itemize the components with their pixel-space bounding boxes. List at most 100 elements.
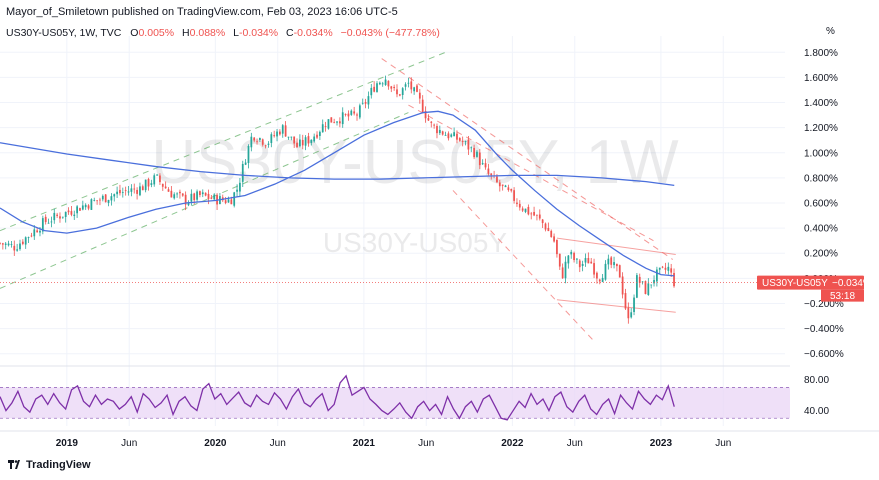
brand-label: TradingView bbox=[26, 459, 91, 471]
candle-body bbox=[1, 243, 4, 245]
candle-body bbox=[484, 163, 487, 168]
candle-body bbox=[301, 139, 304, 146]
candle-body bbox=[336, 121, 338, 123]
candle-body bbox=[516, 202, 518, 205]
candle-body bbox=[276, 131, 278, 137]
candle-body bbox=[384, 79, 387, 85]
candle-body bbox=[481, 163, 484, 165]
candle-body bbox=[467, 139, 470, 150]
candle-body bbox=[253, 137, 256, 141]
candle-body bbox=[373, 86, 376, 92]
candle-body bbox=[561, 267, 564, 279]
candle-body bbox=[387, 80, 390, 87]
watermark-sub: US30Y-US05Y bbox=[323, 227, 508, 258]
candle-body bbox=[124, 190, 127, 192]
candle-body bbox=[544, 223, 547, 230]
candle-body bbox=[653, 279, 655, 284]
time-tick-label: 2019 bbox=[56, 438, 79, 449]
candle-body bbox=[73, 214, 76, 217]
candle-body bbox=[193, 193, 196, 201]
candle-body bbox=[199, 191, 201, 196]
candle-body bbox=[418, 92, 421, 99]
candle-body bbox=[273, 135, 276, 137]
last-price-tag: US30Y-US05Y −0.034% 53:18 bbox=[757, 275, 872, 302]
candle-body bbox=[250, 136, 253, 148]
candle-body bbox=[458, 138, 461, 141]
candle-body bbox=[453, 132, 455, 137]
candle-body bbox=[578, 260, 581, 268]
candle-body bbox=[93, 199, 96, 201]
candle-body bbox=[524, 208, 527, 212]
candle-body bbox=[498, 182, 501, 187]
candle-body bbox=[604, 263, 607, 280]
candle-body bbox=[596, 272, 598, 279]
candle-body bbox=[364, 102, 367, 104]
upper-channel-bottom bbox=[0, 112, 409, 289]
candle-body bbox=[179, 191, 181, 194]
candle-body bbox=[550, 230, 553, 237]
candle-body bbox=[450, 134, 453, 137]
moving-average-lines bbox=[0, 110, 675, 277]
candle-body bbox=[293, 136, 296, 144]
candle-body bbox=[350, 110, 353, 115]
candle-body bbox=[321, 124, 324, 133]
candle-body bbox=[236, 189, 238, 192]
candle-body bbox=[247, 145, 250, 164]
candle-body bbox=[190, 193, 193, 202]
candle-body bbox=[584, 258, 587, 263]
candle-body bbox=[327, 119, 330, 129]
tradingview-brand[interactable]: TradingView bbox=[8, 459, 91, 471]
time-tick-label: 2020 bbox=[204, 438, 227, 449]
trendline-annotations[interactable] bbox=[0, 51, 676, 342]
candle-body bbox=[447, 133, 450, 139]
candle-body bbox=[139, 186, 141, 196]
candle-body bbox=[496, 176, 498, 183]
candle-body bbox=[401, 88, 404, 96]
ma-slow-line bbox=[0, 142, 675, 187]
candle-body bbox=[27, 237, 30, 238]
candle-body bbox=[407, 82, 410, 84]
price-tick-label: 1.800% bbox=[804, 48, 838, 59]
candle-body bbox=[181, 193, 184, 196]
rsi-band bbox=[0, 387, 790, 419]
rsi-tick-label: 80.00 bbox=[804, 375, 829, 386]
candle-body bbox=[641, 281, 644, 283]
candle-body bbox=[487, 168, 490, 174]
candle-body bbox=[19, 243, 21, 250]
symbol-legend[interactable]: US30Y-US05Y, 1W, TVC O0.005% H0.088% L-0… bbox=[6, 27, 445, 39]
low-label: L bbox=[233, 27, 239, 39]
candle-body bbox=[347, 113, 350, 117]
candle-body bbox=[101, 195, 104, 200]
candle-body bbox=[39, 230, 41, 233]
candle-body bbox=[633, 297, 635, 312]
candle-body bbox=[10, 244, 13, 245]
candle-body bbox=[541, 219, 544, 224]
candle-body bbox=[381, 83, 384, 85]
candle-body bbox=[647, 283, 650, 295]
open-value: 0.005% bbox=[138, 27, 175, 39]
candle-body bbox=[330, 117, 333, 123]
candle-body bbox=[353, 111, 356, 114]
candlestick-series bbox=[0, 75, 675, 324]
time-axis[interactable]: 2019 Jun 2020 Jun 2021 Jun 2022 Jun 2023 Jun bbox=[0, 430, 879, 449]
candle-body bbox=[413, 87, 416, 92]
candle-body bbox=[296, 142, 298, 148]
time-tick-label: Jun bbox=[270, 438, 286, 449]
symbol-name[interactable]: US30Y-US05Y, 1W, TVC bbox=[6, 27, 122, 39]
candle-body bbox=[630, 312, 633, 318]
candle-body bbox=[430, 121, 433, 123]
candle-body bbox=[147, 179, 150, 187]
candle-body bbox=[507, 187, 510, 191]
price-axis[interactable]: 1.800% 1.600% 1.400% 1.200% 1.000% 0.800% 0.60… bbox=[804, 26, 844, 360]
price-tick-label: 1.000% bbox=[804, 148, 838, 159]
price-tag-countdown: 53:18 bbox=[830, 291, 855, 302]
candle-body bbox=[636, 275, 638, 298]
candle-body bbox=[558, 253, 561, 267]
price-tick-label: −0.600% bbox=[804, 349, 844, 360]
candle-body bbox=[416, 85, 418, 92]
price-tick-label: 0.200% bbox=[804, 249, 838, 260]
candle-body bbox=[67, 210, 70, 213]
candle-body bbox=[187, 202, 190, 206]
candle-body bbox=[156, 174, 158, 176]
